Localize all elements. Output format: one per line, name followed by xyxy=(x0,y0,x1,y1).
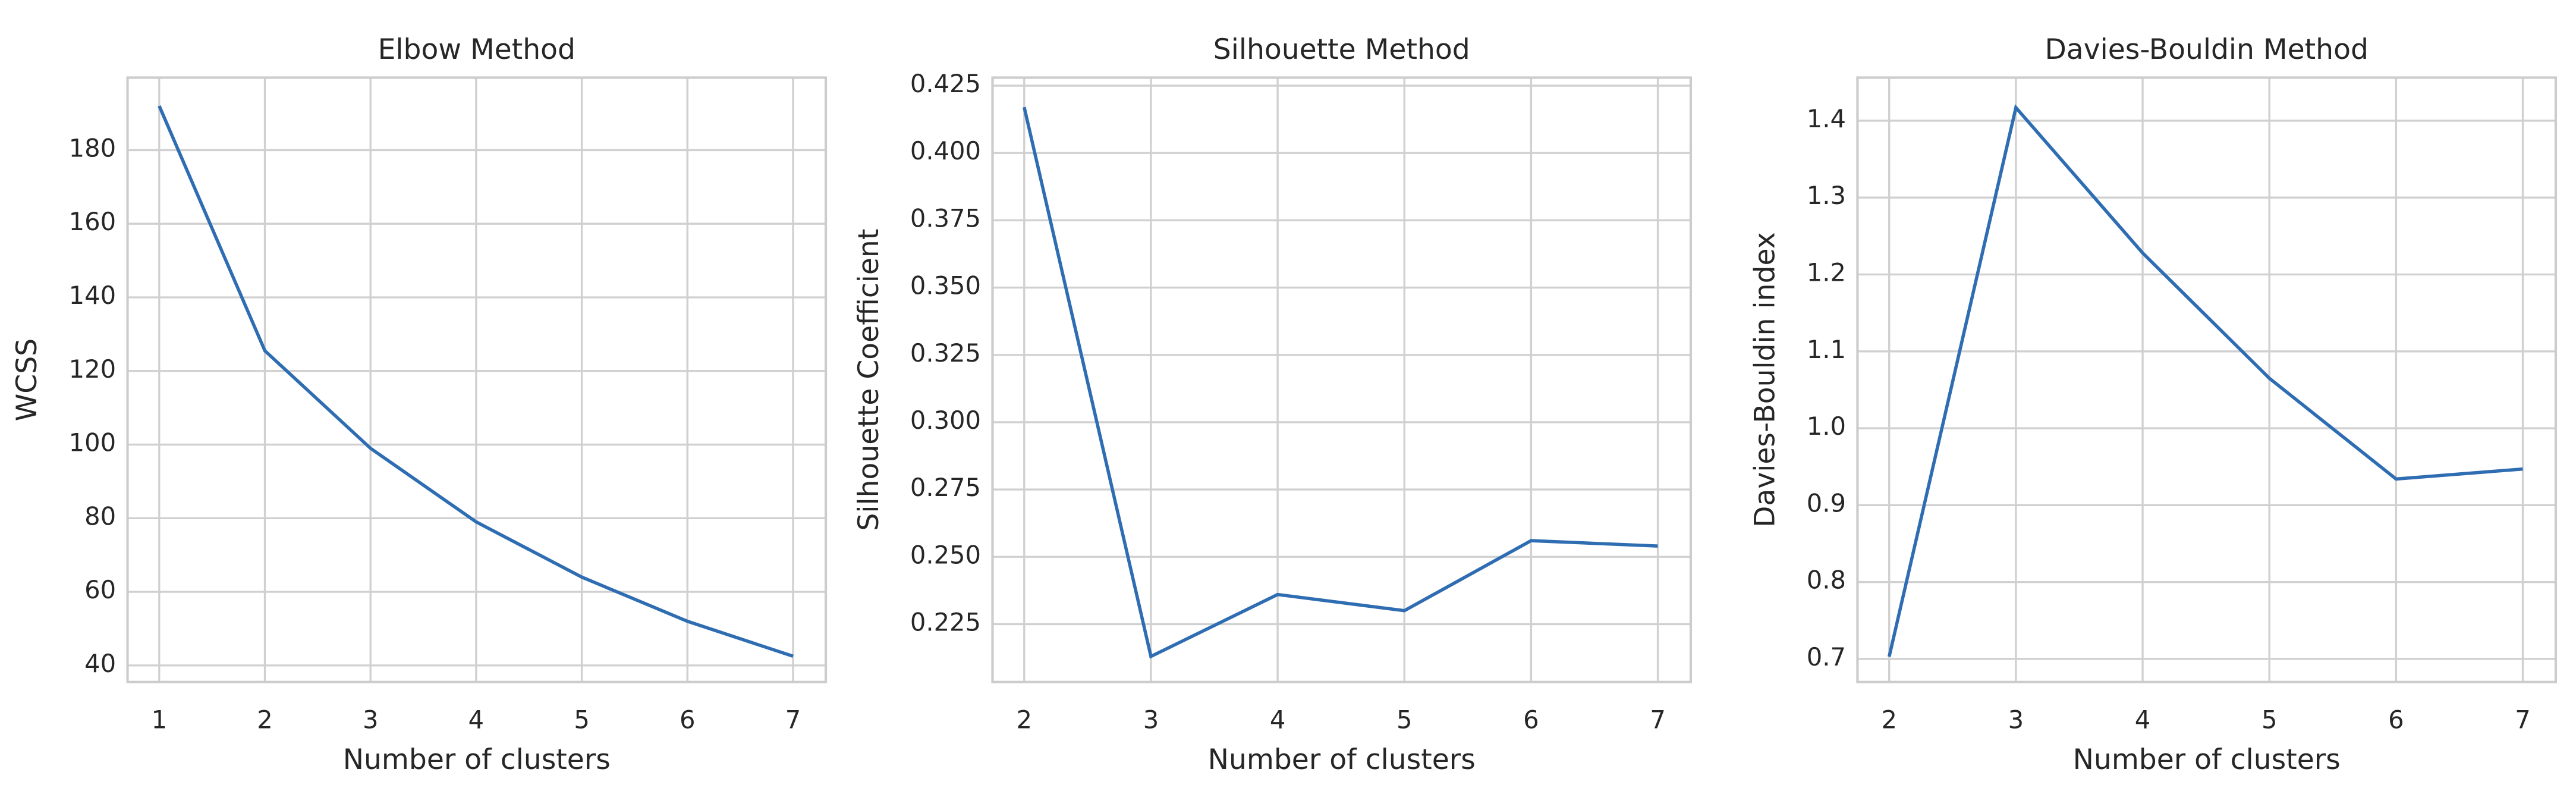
x-tick-label: 5 xyxy=(1396,705,1412,734)
x-tick-label: 7 xyxy=(2515,705,2530,734)
y-tick-label: 0.250 xyxy=(910,540,981,569)
x-tick-label: 1 xyxy=(152,705,167,734)
y-tick-label: 1.0 xyxy=(1807,412,1846,441)
x-tick-label: 5 xyxy=(2262,705,2277,734)
axes-frame xyxy=(1856,76,2558,683)
x-tick-label: 4 xyxy=(468,705,484,734)
y-axis-label: Davies-Bouldin index xyxy=(1749,232,1782,528)
x-tick-label: 2 xyxy=(257,705,272,734)
y-tick-label: 60 xyxy=(84,575,116,604)
data-line xyxy=(158,105,794,658)
y-tick-label: 0.300 xyxy=(910,406,981,435)
y-tick-label: 1.4 xyxy=(1807,104,1846,133)
y-tick-label: 0.425 xyxy=(910,69,981,98)
y-tick-label: 1.3 xyxy=(1807,181,1846,210)
x-axis-label: Number of clusters xyxy=(1208,743,1476,776)
x-tick-label: 3 xyxy=(1143,705,1159,734)
x-axis-label: Number of clusters xyxy=(343,743,611,776)
y-tick-label: 80 xyxy=(84,501,116,531)
x-tick-label: 4 xyxy=(2135,705,2150,734)
y-tick-label: 0.8 xyxy=(1807,566,1846,595)
x-tick-label: 4 xyxy=(1270,705,1285,734)
y-tick-label: 160 xyxy=(69,207,116,236)
x-tick-label: 2 xyxy=(1881,705,1896,734)
y-tick-label: 100 xyxy=(69,428,116,457)
y-tick-label: 0.400 xyxy=(910,136,981,165)
x-tick-label: 2 xyxy=(1017,705,1032,734)
x-tick-label: 6 xyxy=(2388,705,2404,734)
y-tick-label: 0.350 xyxy=(910,271,981,300)
x-tick-label: 3 xyxy=(363,705,378,734)
axes-frame xyxy=(126,76,828,683)
data-line xyxy=(1023,106,1658,659)
y-tick-label: 0.225 xyxy=(910,607,981,636)
y-tick-label: 1.2 xyxy=(1807,258,1846,287)
y-tick-label: 0.7 xyxy=(1807,642,1846,671)
y-tick-label: 0.275 xyxy=(910,473,981,502)
data-line xyxy=(1888,104,2523,657)
y-tick-label: 1.1 xyxy=(1807,335,1846,364)
x-axis-label: Number of clusters xyxy=(2073,743,2341,776)
x-tick-label: 7 xyxy=(1650,705,1665,734)
y-tick-label: 0.325 xyxy=(910,338,981,368)
chart-title: Elbow Method xyxy=(378,33,575,66)
x-tick-label: 6 xyxy=(680,705,695,734)
x-tick-label: 5 xyxy=(574,705,589,734)
chart-title: Silhouette Method xyxy=(1213,33,1470,66)
axes-frame xyxy=(991,76,1693,683)
y-tick-label: 0.9 xyxy=(1807,488,1846,517)
y-tick-label: 140 xyxy=(69,281,116,310)
x-tick-label: 3 xyxy=(2008,705,2024,734)
x-tick-label: 6 xyxy=(1523,705,1539,734)
y-tick-label: 40 xyxy=(84,649,116,678)
y-axis-label: Silhouette Coefficient xyxy=(853,229,885,531)
y-axis-label: WCSS xyxy=(11,338,43,422)
y-tick-label: 0.375 xyxy=(910,203,981,233)
x-tick-label: 7 xyxy=(785,705,801,734)
y-tick-label: 120 xyxy=(69,354,116,384)
y-tick-label: 180 xyxy=(69,133,116,162)
chart-title: Davies-Bouldin Method xyxy=(2045,33,2368,66)
